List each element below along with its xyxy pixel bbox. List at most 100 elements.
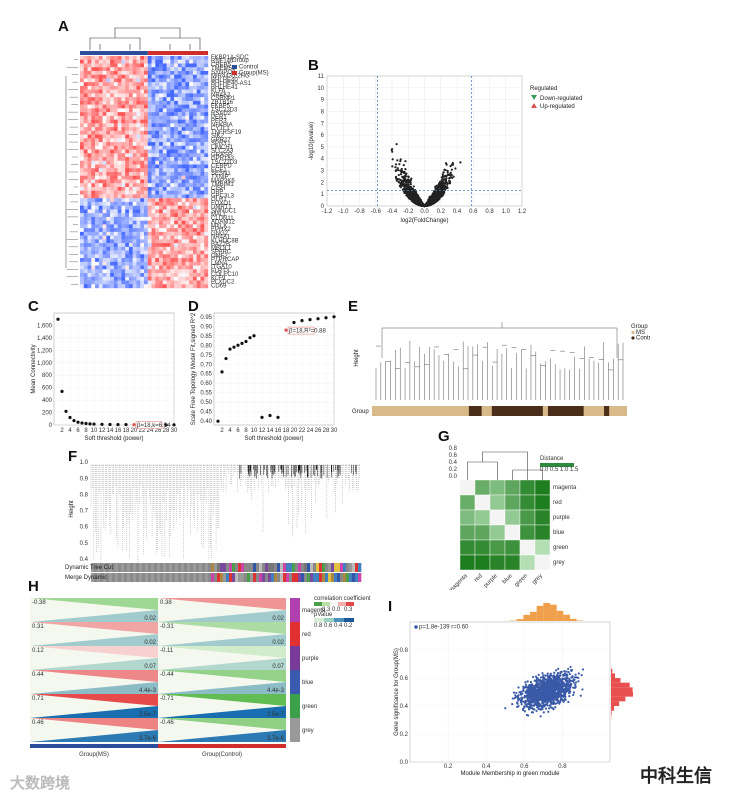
heatmap-cell — [189, 160, 194, 165]
heatmap-cell — [200, 231, 205, 236]
heatmap-cell — [87, 261, 92, 266]
heatmap-cell — [91, 216, 96, 221]
heatmap-cell — [113, 175, 118, 180]
heatmap-cell — [87, 250, 92, 255]
point-not-significant — [428, 196, 431, 199]
heatmap-cell — [87, 183, 92, 188]
heatmap-cell — [87, 235, 92, 240]
heatmap-cell — [200, 224, 205, 229]
heatmap-cell — [140, 273, 145, 277]
heatmap-cell — [185, 190, 190, 195]
heatmap-cell — [140, 231, 145, 236]
heatmap-cell — [170, 59, 175, 64]
heatmap-cell — [113, 209, 118, 214]
heatmap-cell — [170, 97, 175, 102]
heatmap-cell — [95, 220, 100, 225]
heatmap-cell — [177, 201, 182, 206]
heatmap-cell — [113, 261, 118, 266]
row-label: ADAM12 — [211, 220, 236, 226]
heatmap-cell — [174, 209, 179, 214]
heatmap-cell — [204, 112, 209, 117]
heatmap-cell — [132, 119, 137, 124]
heatmap-cell — [192, 172, 197, 176]
heatmap-cell — [159, 224, 164, 229]
heatmap-cell — [117, 127, 122, 132]
heatmap-cell — [98, 74, 103, 79]
heatmap-cell — [102, 186, 107, 191]
heatmap-cell — [177, 198, 182, 203]
heatmap-cell — [177, 250, 182, 255]
heatmap-cell — [91, 258, 96, 263]
panel-label-c: C — [28, 298, 39, 315]
heatmap-cell — [110, 254, 115, 259]
point-not-significant — [401, 175, 404, 178]
heatmap-cell — [177, 138, 182, 143]
heatmap-cell — [106, 284, 111, 289]
heatmap-cell — [87, 213, 92, 218]
point-not-significant — [397, 169, 400, 172]
heatmap-cell — [113, 123, 118, 128]
heatmap-cell — [106, 123, 111, 128]
heatmap-cell — [121, 190, 126, 195]
heatmap-cell — [147, 127, 152, 132]
heatmap-cell — [144, 97, 148, 102]
heatmap-cell — [125, 205, 130, 210]
heatmap-cell — [106, 194, 111, 199]
heatmap-cell — [87, 142, 92, 147]
heatmap-cell — [185, 63, 190, 68]
heatmap-cell — [151, 224, 156, 229]
heatmap-cell — [136, 172, 141, 176]
x-axis-label: Soft threshold (power) — [84, 436, 143, 442]
heatmap-cell — [177, 89, 182, 94]
y-tick: 0.70 — [200, 362, 212, 368]
heatmap-cell — [128, 63, 133, 68]
heatmap-cell — [95, 104, 100, 109]
heatmap-cell — [192, 179, 197, 184]
heatmap-cell — [113, 63, 118, 68]
heatmap-cell — [102, 224, 107, 229]
heatmap-cell — [80, 108, 84, 113]
heatmap-cell — [189, 216, 194, 221]
heatmap-cell — [189, 186, 194, 191]
heatmap-cell — [113, 127, 118, 132]
heatmap-cell — [136, 85, 141, 90]
heatmap-cell — [140, 160, 145, 165]
heatmap-cell — [125, 213, 130, 218]
heatmap-cell — [102, 235, 107, 240]
heatmap-cell — [170, 186, 175, 191]
heatmap-cell — [189, 239, 194, 244]
heatmap-cell — [87, 59, 92, 64]
heatmap-cell — [166, 89, 171, 94]
heatmap-cell — [204, 186, 209, 191]
heatmap-cell — [102, 112, 107, 117]
heatmap-cell — [106, 213, 111, 218]
heatmap-cell — [83, 89, 88, 94]
heatmap-cell — [192, 243, 197, 248]
heatmap-cell — [174, 284, 179, 289]
heatmap-cell — [181, 153, 186, 158]
heatmap-cell — [166, 97, 171, 102]
heatmap-cell — [144, 183, 148, 188]
heatmap-cell — [155, 228, 160, 233]
heatmap-cell — [125, 130, 130, 135]
heatmap-cell — [95, 168, 100, 173]
heatmap-cell — [185, 254, 190, 259]
point-not-significant — [408, 180, 411, 183]
heatmap-cell — [177, 205, 182, 210]
heatmap-cell — [177, 149, 182, 154]
heatmap-cell — [128, 138, 133, 143]
heatmap-cell — [121, 157, 126, 161]
legend-marker-down — [531, 95, 537, 100]
heatmap-cell — [83, 183, 88, 188]
heatmap-cell — [110, 56, 115, 60]
heatmap-cell — [125, 265, 130, 270]
heatmap-cell — [181, 149, 186, 154]
heatmap-cell — [155, 265, 160, 270]
x-tick: -0.6 — [371, 209, 382, 215]
heatmap-cell — [151, 276, 156, 281]
heatmap-cell — [83, 213, 88, 218]
heatmap-cell — [177, 265, 182, 270]
heatmap-cell — [106, 56, 111, 60]
heatmap-cell — [87, 115, 92, 120]
heatmap-cell — [106, 63, 111, 68]
